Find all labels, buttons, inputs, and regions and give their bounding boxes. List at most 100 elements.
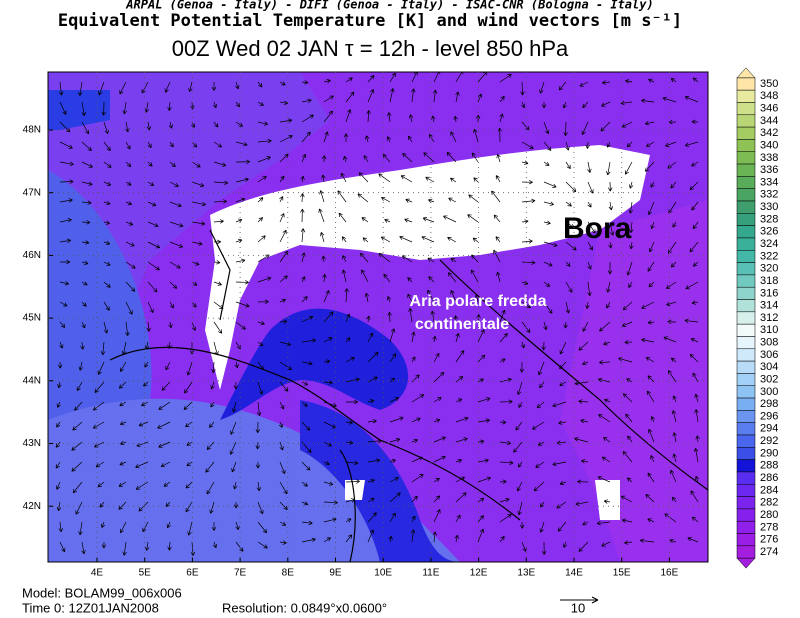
wind-vector: [213, 121, 219, 128]
wind-vector: [408, 308, 413, 323]
wind-vector: [147, 241, 161, 249]
wind-vector: [279, 401, 285, 410]
wind-vector: [606, 141, 611, 148]
wind-vector: [255, 461, 261, 469]
colorbar-label: 300: [760, 386, 778, 398]
colorbar-label: 320: [760, 263, 778, 275]
wind-vector: [543, 161, 550, 166]
wind-vector: [495, 236, 501, 243]
wind-vector: [411, 438, 418, 443]
wind-vector: [539, 521, 545, 533]
wind-vector: [118, 501, 127, 510]
colorbar-label: 348: [760, 90, 778, 102]
wind-vector: [691, 119, 699, 125]
wind-vector: [609, 221, 615, 236]
wind-vector: [125, 241, 135, 247]
wind-vector: [644, 161, 655, 172]
wind-vector: [477, 378, 484, 383]
wind-vector: [147, 161, 153, 167]
wind-vector: [78, 361, 83, 371]
wind-vector: [169, 221, 184, 228]
wind-vector: [122, 101, 127, 115]
wind-vector: [125, 281, 136, 292]
wind-vector: [119, 81, 127, 95]
lon-label: 16E: [661, 568, 679, 579]
wind-vector: [59, 198, 73, 203]
wind-vector: [235, 159, 251, 165]
wind-vector: [624, 540, 633, 545]
wind-vector: [81, 321, 86, 329]
wind-vector: [620, 495, 633, 503]
lat-label: 46N: [23, 250, 41, 261]
colorbar-box: [736, 200, 756, 214]
wind-vector: [389, 397, 400, 403]
colorbar-box: [736, 237, 756, 251]
wind-vector: [119, 421, 127, 426]
wind-vector: [625, 413, 633, 423]
colorbar-label: 316: [760, 287, 778, 299]
wind-vector: [386, 136, 391, 143]
wind-vector: [103, 141, 111, 151]
wind-vector: [301, 501, 309, 506]
wind-vector: [430, 310, 435, 323]
wind-vector: [662, 96, 677, 103]
wind-vector: [450, 257, 457, 263]
wind-vector: [477, 93, 483, 103]
wind-vector: [606, 301, 611, 309]
lon-label: 15E: [613, 568, 631, 579]
wind-vector: [693, 448, 699, 463]
wind-vector: [345, 77, 353, 83]
wind-vector: [577, 479, 589, 484]
wind-vector: [562, 541, 568, 548]
wind-vector: [622, 518, 633, 523]
wind-vector: [647, 375, 655, 383]
wind-vector: [205, 461, 215, 473]
wind-vector: [186, 361, 193, 376]
wind-vector: [521, 198, 536, 204]
wind-vector: [543, 181, 557, 188]
wind-vector: [279, 250, 289, 263]
wind-vector: [628, 221, 634, 233]
wind-vector: [389, 377, 396, 383]
colorbar-label: 308: [760, 337, 778, 349]
colorbar-label: 294: [760, 423, 778, 435]
wind-vector: [366, 110, 371, 123]
wind-vector: [147, 141, 152, 148]
wind-vector: [411, 474, 424, 483]
colorbar-label: 312: [760, 312, 778, 324]
wind-vector: [648, 428, 655, 443]
wind-vector: [450, 131, 457, 143]
wind-vector: [211, 521, 217, 531]
wind-vector: [543, 321, 548, 331]
colorbar-box: [736, 422, 756, 436]
wind-vector: [690, 338, 699, 343]
wind-vector: [565, 241, 577, 251]
colorbar-box: [736, 151, 756, 165]
wind-vector: [433, 509, 441, 523]
wind-vector: [543, 121, 550, 135]
wind-vector: [81, 240, 90, 245]
wind-vector: [191, 201, 206, 207]
wind-vector: [188, 81, 193, 92]
wind-vector: [235, 521, 240, 530]
wind-vector: [169, 241, 184, 248]
wind-vector: [101, 101, 106, 116]
colorbar-label: 296: [760, 410, 778, 422]
wind-vector: [185, 481, 193, 489]
wind-vector: [213, 281, 222, 286]
colorbar-label: 346: [760, 103, 778, 115]
wind-vector: [499, 479, 507, 484]
wind-vector: [433, 495, 440, 503]
wind-vector: [169, 161, 176, 168]
wind-vector: [491, 190, 501, 203]
wind-vector: [321, 155, 327, 163]
vector-scale-head: [591, 596, 599, 604]
wind-vector: [168, 321, 173, 329]
wind-vector: [257, 175, 267, 183]
wind-vector: [471, 152, 479, 163]
colorbar-label: 340: [760, 139, 778, 151]
wind-vector: [433, 477, 440, 483]
wind-vector: [257, 299, 269, 305]
wind-vector: [520, 81, 525, 96]
